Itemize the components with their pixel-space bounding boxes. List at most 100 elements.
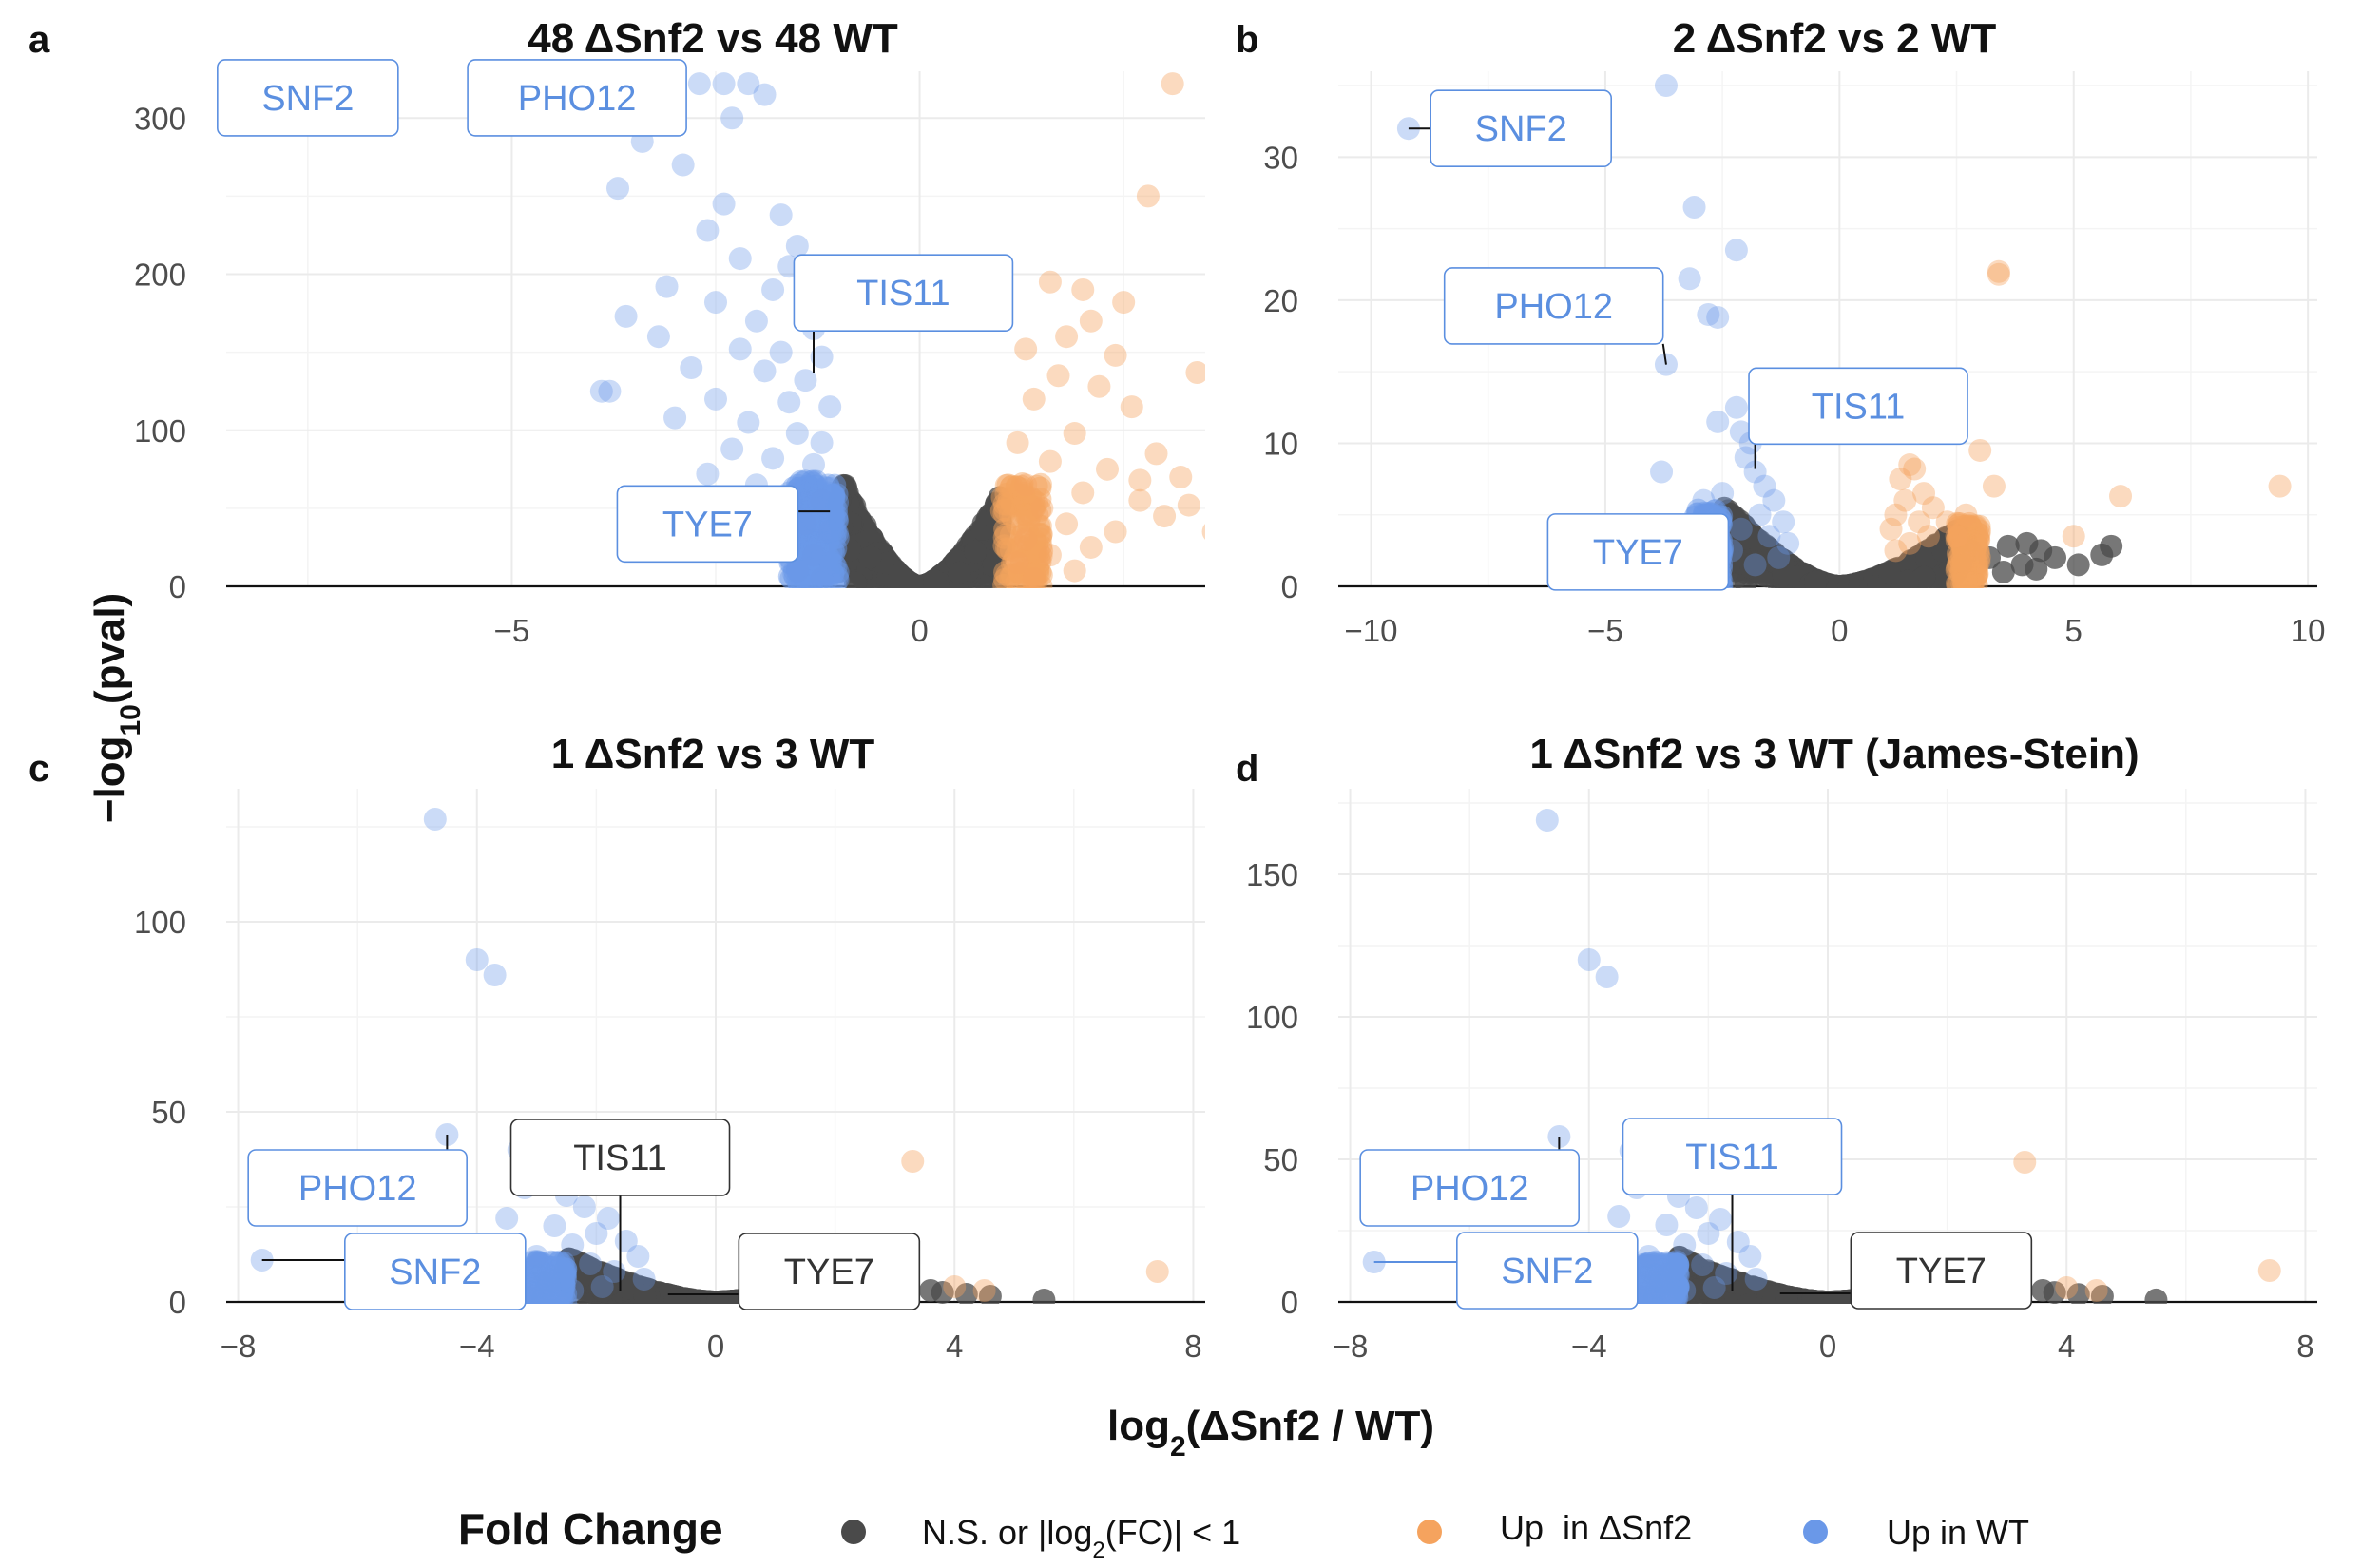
point-up-wt <box>525 1284 548 1304</box>
point-up-snf2 <box>1948 562 1972 585</box>
point-up-wt <box>547 1250 571 1273</box>
point-up-snf2 <box>1954 533 1978 557</box>
point-up-snf2 <box>1028 514 1052 538</box>
point-up-wt <box>549 1284 573 1304</box>
x-tick-label: −10 <box>1345 613 1398 648</box>
point-up-wt <box>807 484 831 507</box>
point-up-wt <box>1692 488 1716 512</box>
point-up-wt <box>809 542 833 565</box>
point-up-snf2 <box>1916 525 1940 548</box>
point-up-wt <box>539 1277 563 1301</box>
point-up-snf2 <box>1023 495 1046 519</box>
point-up-wt <box>528 1265 551 1289</box>
point-up-wt <box>524 1259 547 1283</box>
point-up-wt <box>810 345 834 369</box>
point-up-wt <box>545 1276 568 1300</box>
point-up-snf2 <box>1017 508 1041 532</box>
point-up-snf2 <box>1948 528 1971 552</box>
point-up-snf2 <box>1954 574 1978 588</box>
point-up-wt <box>522 1277 546 1301</box>
point-up-wt <box>799 523 823 546</box>
point-up-wt <box>554 1282 578 1304</box>
x-tick-label: −8 <box>1333 1329 1369 1364</box>
gene-label-snf2: SNF2 <box>1475 109 1567 149</box>
point-up-snf2 <box>1038 449 1062 473</box>
point-up-snf2 <box>1967 541 1990 564</box>
point-up-wt <box>529 1277 553 1301</box>
point-up-snf2 <box>999 524 1023 547</box>
point-up-wt <box>547 1276 571 1300</box>
point-up-wt <box>527 1256 550 1280</box>
point-up-wt <box>1711 482 1735 506</box>
point-up-wt <box>810 571 834 588</box>
point-ns <box>923 569 947 588</box>
point-up-wt <box>549 1268 573 1291</box>
point-up-snf2 <box>1953 554 1977 578</box>
point-up-wt <box>522 1282 546 1304</box>
point-up-snf2 <box>1952 573 1976 588</box>
point-up-wt <box>547 1272 571 1296</box>
point-up-wt <box>543 1278 566 1302</box>
x-tick-label: 0 <box>1831 613 1848 648</box>
gene-label-tis11: TIS11 <box>573 1138 667 1178</box>
point-up-snf2 <box>1136 184 1160 208</box>
point-up-wt <box>821 507 845 530</box>
point-ns <box>828 488 852 512</box>
point-up-snf2 <box>1144 442 1168 466</box>
point-up-snf2 <box>1022 566 1046 588</box>
point-up-wt <box>541 1280 565 1304</box>
point-up-wt <box>535 1276 559 1300</box>
point-up-wt <box>525 1251 548 1274</box>
point-up-wt <box>626 1245 650 1268</box>
point-up-wt <box>535 1277 559 1301</box>
point-up-snf2 <box>1952 572 1976 588</box>
point-up-snf2 <box>1952 566 1976 588</box>
point-up-snf2 <box>1960 543 1984 566</box>
point-up-snf2 <box>998 502 1022 526</box>
point-up-snf2 <box>1968 528 1991 552</box>
point-up-wt <box>786 569 810 588</box>
point-up-snf2 <box>1962 547 1986 571</box>
point-up-wt <box>810 430 834 454</box>
y-tick-label: 150 <box>1246 857 1298 892</box>
point-up-snf2 <box>1005 475 1028 499</box>
point-up-wt <box>550 1280 574 1304</box>
point-up-wt <box>539 1269 563 1292</box>
gene-label-tis11: TIS11 <box>1812 387 1906 427</box>
x-tick-label: −4 <box>459 1329 495 1364</box>
point-up-snf2 <box>1966 552 1989 576</box>
point-up-wt <box>538 1272 562 1296</box>
point-up-wt <box>803 474 827 498</box>
point-ns <box>1671 1250 1695 1273</box>
y-tick-label: 0 <box>1281 569 1298 604</box>
point-up-wt <box>526 1251 549 1274</box>
point-up-snf2 <box>1046 364 1070 388</box>
point-up-snf2 <box>1956 549 1980 573</box>
point-up-wt <box>787 572 811 588</box>
point-up-wt <box>527 1265 550 1289</box>
point-up-wt <box>800 513 824 537</box>
point-up-snf2 <box>1025 540 1048 564</box>
point-up-snf2 <box>1960 525 1984 548</box>
point-up-snf2 <box>1009 484 1033 507</box>
point-up-wt <box>704 291 727 315</box>
point-up-wt <box>818 551 842 575</box>
point-up-wt <box>816 481 839 505</box>
point-up-wt <box>549 1281 573 1304</box>
point-up-snf2 <box>1965 527 1988 551</box>
point-up-wt <box>794 512 817 536</box>
panel-title: 1 ΔSnf2 vs 3 WT <box>551 731 875 777</box>
point-up-wt <box>808 531 832 555</box>
x-tick-label: 8 <box>1184 1329 1201 1364</box>
point-up-snf2 <box>1951 540 1975 564</box>
point-up-snf2 <box>1968 519 1991 543</box>
point-up-wt <box>551 1251 575 1274</box>
point-up-wt <box>541 1276 565 1300</box>
point-ns <box>1949 553 1973 577</box>
point-up-snf2 <box>1957 516 1981 540</box>
point-up-wt <box>814 476 837 500</box>
point-up-wt <box>523 1262 547 1286</box>
point-up-snf2 <box>1128 468 1152 492</box>
point-up-wt <box>532 1254 556 1278</box>
x-tick-label: 10 <box>2291 613 2326 648</box>
